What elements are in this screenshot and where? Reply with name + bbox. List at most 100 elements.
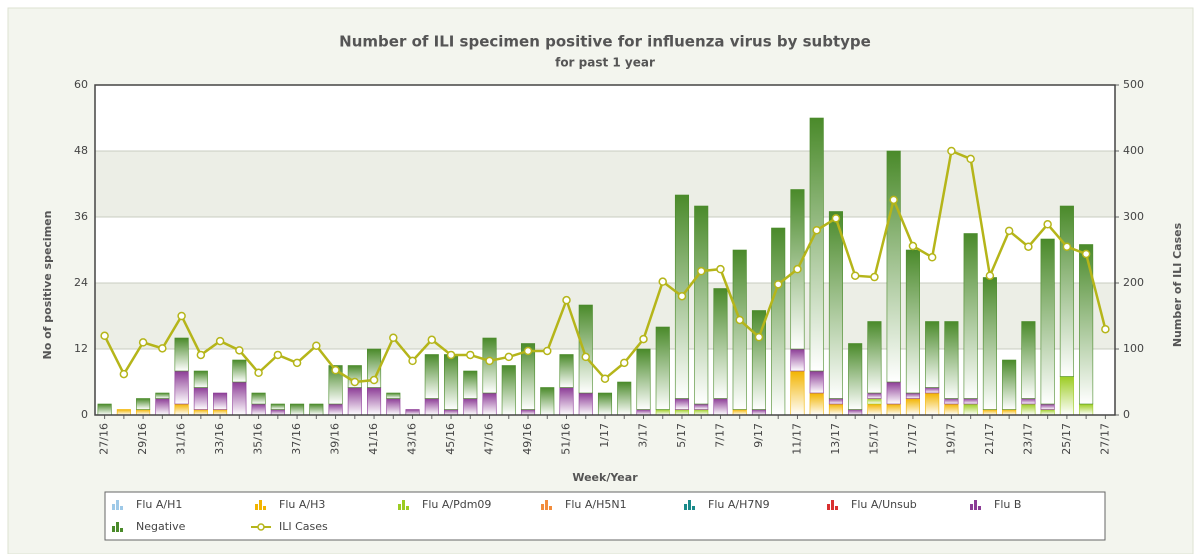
legend-label: Flu A/Unsub xyxy=(851,498,917,511)
bar-segment xyxy=(597,392,613,416)
legend-swatch xyxy=(549,506,552,510)
bar-segment xyxy=(386,398,401,416)
x-tick-label: 15/17 xyxy=(867,423,880,455)
bar-segment xyxy=(636,409,651,416)
line-point xyxy=(100,331,109,341)
legend-swatch xyxy=(541,504,544,510)
x-tick-label: 19/17 xyxy=(944,423,957,455)
line-point xyxy=(581,352,591,362)
x-tick-label: 5/17 xyxy=(675,423,688,448)
bar-segment xyxy=(809,370,824,394)
line-point xyxy=(158,344,167,353)
legend-swatch xyxy=(398,504,401,510)
bar-segment xyxy=(270,403,285,410)
bar-segment xyxy=(655,326,670,410)
legend-box xyxy=(104,491,1106,541)
line-point xyxy=(600,374,610,383)
x-tick-label: 13/17 xyxy=(829,423,842,455)
line-point xyxy=(1081,249,1091,259)
bar-segment xyxy=(559,387,574,416)
line-point xyxy=(735,315,744,325)
bar-segment xyxy=(578,392,593,416)
legend-item: Flu A/Unsub xyxy=(827,498,917,511)
bar-segment xyxy=(520,343,536,410)
x-tick-label: 1/17 xyxy=(598,423,611,448)
legend-swatch xyxy=(970,504,973,510)
bar-segment xyxy=(367,387,382,416)
bar-segment xyxy=(617,381,632,416)
bar-segment xyxy=(655,409,670,416)
line-point xyxy=(312,341,321,350)
bar-segment xyxy=(751,409,766,416)
legend-swatch xyxy=(263,506,266,510)
x-tick-label: 27/16 xyxy=(98,423,111,455)
bar-segment xyxy=(848,343,863,410)
legend-item: Flu A/H5N1 xyxy=(541,498,627,511)
y-tick-label: 0 xyxy=(81,408,88,421)
bar-segment xyxy=(482,337,497,394)
legend-item: Flu A/H3 xyxy=(255,498,325,511)
line-point xyxy=(639,334,648,344)
bar-segment xyxy=(232,381,247,416)
x-tick-label: 7/17 xyxy=(713,423,726,448)
bar-segment xyxy=(174,370,189,405)
bar-segment xyxy=(963,233,978,399)
bar-segment xyxy=(424,398,439,416)
y2-tick-label: 400 xyxy=(1123,144,1144,157)
bar-segment xyxy=(732,409,747,416)
line-point xyxy=(773,280,783,289)
x-tick-label: 33/16 xyxy=(213,423,226,455)
line-point xyxy=(889,195,898,205)
legend-label: Flu A/H7N9 xyxy=(708,498,770,511)
line-point xyxy=(908,241,918,251)
bar-segment xyxy=(193,409,208,416)
bar-segment xyxy=(520,409,536,416)
y2-tick-label: 200 xyxy=(1123,276,1144,289)
bar-segment xyxy=(674,398,690,410)
bar-segment xyxy=(848,409,863,416)
legend-label: Flu B xyxy=(994,498,1021,511)
line-point xyxy=(754,332,764,342)
line-point xyxy=(523,346,533,356)
bar-segment xyxy=(886,403,901,416)
bar-segment xyxy=(925,321,940,388)
bar-segment xyxy=(1040,238,1055,405)
bar-segment xyxy=(213,392,228,410)
legend-swatch xyxy=(974,500,977,510)
line-point xyxy=(619,358,629,368)
chart-subtitle: for past 1 year xyxy=(555,56,655,70)
x-tick-label: 35/16 xyxy=(252,423,265,455)
x-tick-label: 47/16 xyxy=(483,423,496,455)
bar-segment xyxy=(982,409,997,416)
line-point xyxy=(966,154,975,164)
line-point xyxy=(985,271,995,280)
legend-swatch xyxy=(684,504,687,510)
bar-segment xyxy=(1059,205,1074,377)
bar-segment xyxy=(771,227,786,416)
bar-segment xyxy=(559,354,574,388)
bar-segment xyxy=(963,403,978,416)
bar-segment xyxy=(732,249,747,410)
line-point xyxy=(177,311,186,321)
bar-segment xyxy=(328,403,343,416)
y-tick-label: 48 xyxy=(74,144,88,157)
legend-swatch xyxy=(978,506,981,510)
legend-swatch xyxy=(120,528,123,532)
bar-segment xyxy=(867,403,882,416)
bar-segment xyxy=(1040,403,1055,410)
legend-item: Flu A/Pdm09 xyxy=(398,498,491,511)
line-point xyxy=(543,346,552,356)
bar-segment xyxy=(1021,403,1036,416)
line-point xyxy=(369,375,379,385)
legend-swatch xyxy=(835,506,838,510)
x-tick-label: 11/17 xyxy=(790,423,803,455)
bar-segment xyxy=(136,409,151,416)
bar-segment xyxy=(905,249,920,394)
bar-segment xyxy=(790,370,805,416)
bar-segment xyxy=(290,403,305,416)
legend-item: Flu B xyxy=(970,498,1021,511)
line-point xyxy=(215,336,225,346)
bar-segment xyxy=(674,409,690,416)
